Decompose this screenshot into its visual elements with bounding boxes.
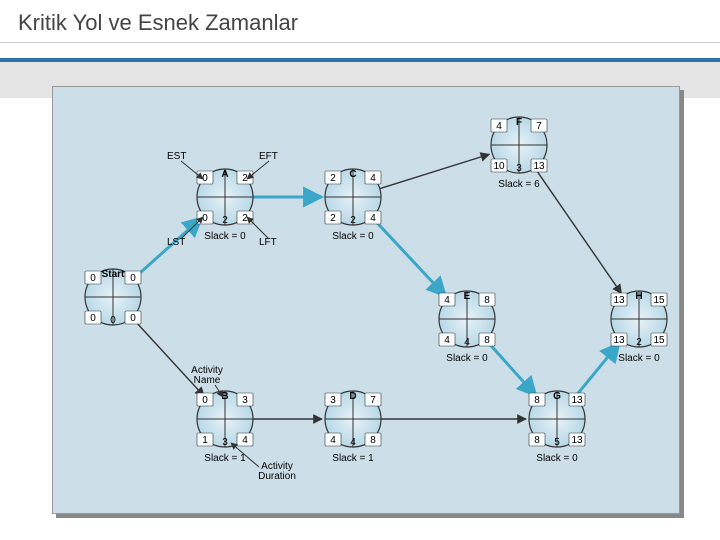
legend-eft: EFT [259, 151, 278, 162]
est-value: 0 [202, 395, 208, 406]
slack-label: Slack = 0 [536, 453, 578, 464]
activity-duration: 2 [350, 215, 356, 226]
activity-node-start: 0 0 0 0 Start 0 [85, 269, 141, 326]
diagram-canvas: 0000Start00202A2Slack = 00314B3Slack = 1… [52, 86, 680, 514]
activity-duration: 2 [222, 215, 228, 226]
activity-node-g: 8 13 8 13 G 5 [529, 391, 585, 448]
est-value: 0 [90, 273, 96, 284]
slack-label: Slack = 1 [332, 453, 374, 464]
activity-node-a: 0202A2 [197, 169, 253, 226]
edge [372, 217, 446, 296]
lft-value: 13 [533, 161, 545, 172]
activity-duration: 5 [554, 437, 560, 448]
est-value: 4 [496, 121, 502, 132]
activity-duration: 3 [222, 437, 228, 448]
lst-value: 0 [202, 213, 208, 224]
legend-activity-dur2: Duration [258, 471, 296, 482]
activity-name: C [349, 169, 356, 180]
lft-value: 13 [571, 435, 583, 446]
eft-value: 4 [370, 173, 376, 184]
activity-node-e: 4 8 4 8 E 4 [439, 291, 495, 348]
activity-name: D [349, 391, 356, 402]
edge [535, 168, 622, 293]
legend-lft: LFT [259, 237, 277, 248]
activity-duration: 3 [516, 163, 522, 174]
lst-value: 4 [444, 335, 450, 346]
lft-value: 15 [653, 335, 665, 346]
slack-label: Slack = 1 [204, 453, 246, 464]
activity-node-b: 0314B3 [197, 391, 253, 448]
lst-value: 4 [330, 435, 336, 446]
est-value: 3 [330, 395, 336, 406]
slack-label: Slack = 0 [618, 353, 660, 364]
eft-value: 0 [130, 273, 136, 284]
activity-duration: 4 [464, 337, 470, 348]
activity-node-h: 13 15 13 15 H 2 [611, 291, 667, 348]
lft-value: 8 [484, 335, 490, 346]
eft-value: 3 [242, 395, 248, 406]
lst-value: 13 [613, 335, 625, 346]
slack-label: Slack = 0 [446, 353, 488, 364]
edge [486, 340, 537, 396]
activity-duration: 4 [350, 437, 356, 448]
est-value: 8 [534, 395, 540, 406]
activity-name: E [464, 291, 471, 302]
est-value: 4 [444, 295, 450, 306]
slack-label: Slack = 6 [498, 179, 540, 190]
eft-value: 15 [653, 295, 665, 306]
activity-name: H [635, 291, 642, 302]
lst-value: 8 [534, 435, 540, 446]
eft-value: 7 [370, 395, 376, 406]
page-title: Kritik Yol ve Esnek Zamanlar [18, 10, 298, 35]
activity-node-f: 4 7 10 13 F 3 [491, 117, 547, 174]
activity-name: A [221, 169, 228, 180]
eft-value: 7 [536, 121, 542, 132]
page-header: Kritik Yol ve Esnek Zamanlar [0, 0, 720, 43]
lst-value: 0 [90, 313, 96, 324]
edge [380, 154, 490, 188]
lst-value: 1 [202, 435, 208, 446]
activity-duration: 0 [110, 315, 116, 326]
activity-name: F [516, 117, 522, 128]
activity-duration: 2 [636, 337, 642, 348]
lft-value: 0 [130, 313, 136, 324]
activity-name: Start [102, 269, 125, 280]
lft-value: 2 [242, 213, 248, 224]
legend-est: EST [167, 151, 186, 162]
lft-value: 4 [370, 213, 376, 224]
slack-label: Slack = 0 [332, 231, 374, 242]
activity-node-d: 3 7 4 8 D 4 [325, 391, 381, 448]
est-value: 13 [613, 295, 625, 306]
eft-value: 8 [484, 295, 490, 306]
activity-name: G [553, 391, 561, 402]
slack-label: Slack = 0 [204, 231, 246, 242]
eft-value: 13 [571, 395, 583, 406]
lft-value: 4 [242, 435, 248, 446]
lst-value: 2 [330, 213, 336, 224]
edge [575, 343, 620, 397]
est-value: 2 [330, 173, 336, 184]
lst-value: 10 [493, 161, 505, 172]
activity-node-c: 2 4 2 4 C 2 [325, 169, 381, 226]
legend-lst: LST [167, 237, 185, 248]
network-diagram: 0000Start00202A2Slack = 00314B3Slack = 1… [53, 87, 681, 515]
legend-activity-name2: Name [194, 375, 221, 386]
lft-value: 8 [370, 435, 376, 446]
